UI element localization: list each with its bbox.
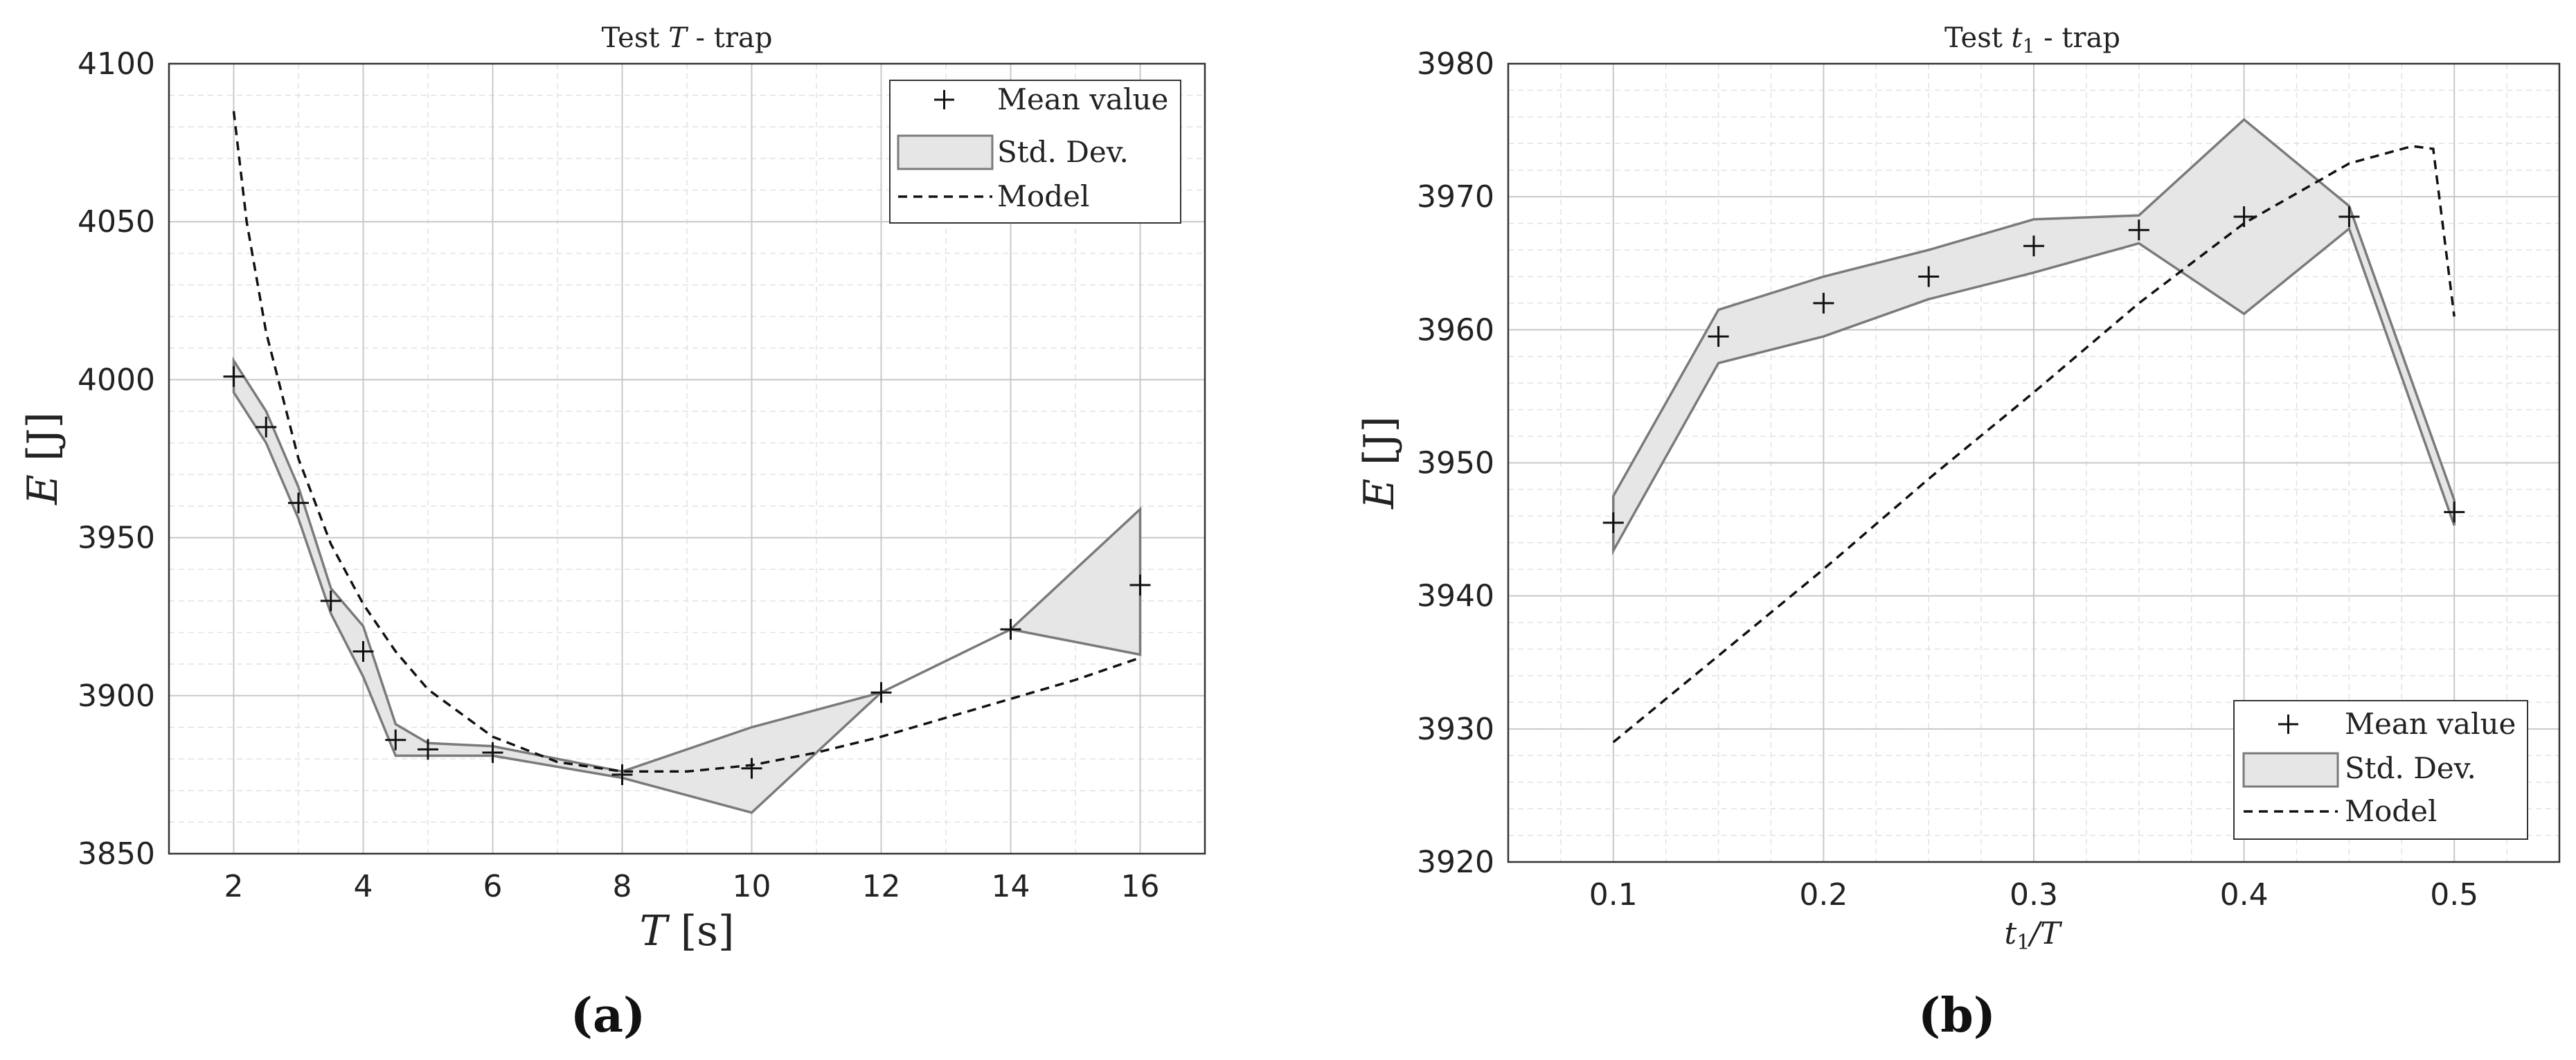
x-tick-label: 14 (992, 869, 1030, 904)
x-tick-label: 16 (1121, 869, 1160, 904)
mean-marker (611, 764, 633, 785)
mean-marker (288, 492, 309, 514)
x-tick-label: 12 (862, 869, 901, 904)
x-tick-label: 6 (483, 869, 503, 904)
x-tick-label: 0.2 (1799, 877, 1848, 913)
y-tick-label: 4100 (78, 46, 155, 82)
legend-std-label-a: Std. Dev. (997, 135, 1129, 169)
axes-frame-b (1507, 62, 2561, 863)
subfigure-label-a: (a) (571, 988, 645, 1043)
std-dev-band-a (232, 357, 1142, 814)
y-tick-label: 3960 (1417, 312, 1494, 348)
x-tick-label: 4 (354, 869, 373, 904)
x-tick-label: 10 (733, 869, 771, 904)
std-dev-area (1612, 118, 2456, 556)
mean-marker (2233, 206, 2255, 227)
mean-marker (870, 682, 892, 703)
x-tick-labels-a: 2 4 6 8 10 12 14 16 (224, 869, 1160, 904)
mean-marker (1602, 512, 1624, 533)
legend-b: Mean value Std. Dev. Model (2233, 700, 2528, 840)
legend-std-label-b: Std. Dev. (2345, 751, 2476, 785)
mean-marker (320, 590, 341, 611)
mean-marker (1813, 292, 1834, 314)
y-tick-label: 3940 (1417, 579, 1494, 614)
y-tick-label: 3900 (78, 679, 155, 714)
y-tick-label: 3850 (78, 836, 155, 872)
mean-marker (1129, 575, 1151, 596)
legend-marker-symbol-a (934, 90, 954, 109)
y-tick-labels-b: 3920 3930 3940 3950 3960 3970 3980 (1417, 46, 1494, 880)
mean-marker (2444, 501, 2465, 523)
legend-marker-symbol-b (2278, 715, 2298, 734)
mean-marker (1000, 618, 1021, 640)
model-curve (1612, 145, 2456, 744)
x-tick-label: 8 (613, 869, 632, 904)
x-tick-label: 0.1 (1589, 877, 1638, 913)
y-tick-label: 3980 (1417, 46, 1494, 82)
y-tick-label: 4050 (78, 204, 155, 240)
x-axis-label-a: T [s] (640, 907, 735, 955)
x-tick-label: 0.3 (2010, 877, 2058, 913)
y-tick-label: 3970 (1417, 179, 1494, 215)
mean-markers-b (1602, 206, 2465, 533)
mean-marker (352, 640, 374, 662)
legend-a: Mean value Std. Dev. Model (889, 80, 1181, 224)
legend-model-label-a: Model (997, 179, 1089, 213)
mean-marker (1708, 325, 1729, 347)
legend-mean-label-b: Mean value (2345, 707, 2516, 741)
mean-marker (2338, 206, 2360, 227)
legend-std-swatch-a (897, 134, 994, 170)
y-tick-labels-a: 3850 3900 3950 4000 4050 4100 (78, 46, 155, 872)
x-tick-label: 0.4 (2220, 877, 2269, 913)
mean-marker (1918, 266, 1940, 287)
y-tick-label: 3950 (1417, 446, 1494, 481)
x-axis-label-b: t1/T (2005, 916, 2064, 955)
model-line-a (232, 111, 1141, 773)
chart-panel-a: 2 4 6 8 10 12 14 16 3850 3900 3950 4000 4050 4100 Te… (19, 22, 1206, 1043)
mean-marker (256, 416, 277, 438)
mean-marker (223, 366, 244, 387)
chart-panel-b: 0.1 0.2 0.3 0.4 0.5 3920 3930 3940 3950 3960 3970… (1355, 22, 2561, 1043)
mean-marker (741, 757, 762, 779)
axes-frame-a (168, 62, 1206, 855)
x-tick-labels-b: 0.1 0.2 0.3 0.4 0.5 (1589, 877, 2478, 913)
y-tick-label: 4000 (78, 362, 155, 397)
y-tick-label: 3930 (1417, 712, 1494, 747)
mean-marker (482, 742, 503, 763)
y-axis-label-b: E [J] (1355, 416, 1404, 510)
legend-model-label-b: Model (2345, 794, 2437, 828)
x-tick-label: 2 (224, 869, 244, 904)
model-curve (232, 111, 1141, 773)
y-tick-label: 3950 (78, 521, 155, 556)
mean-marker (2023, 235, 2044, 257)
x-tick-label: 0.5 (2430, 877, 2478, 913)
std-dev-band-b (1612, 118, 2456, 556)
model-line-b (1612, 145, 2456, 744)
chart-title-a: Test T - trap (602, 22, 773, 54)
chart-title-b: Test t1 - trap (1944, 22, 2120, 57)
legend-std-swatch-b (2242, 752, 2339, 788)
y-tick-label: 3920 (1417, 845, 1494, 880)
mean-marker (418, 739, 438, 760)
legend-mean-label-a: Mean value (997, 82, 1168, 116)
std-dev-area (232, 357, 1142, 814)
mean-markers-a (223, 366, 1151, 785)
y-axis-label-a: E [J] (19, 412, 67, 505)
mean-marker (2128, 219, 2149, 241)
subfigure-label-b: (b) (1918, 988, 1996, 1043)
mean-marker (385, 729, 406, 751)
